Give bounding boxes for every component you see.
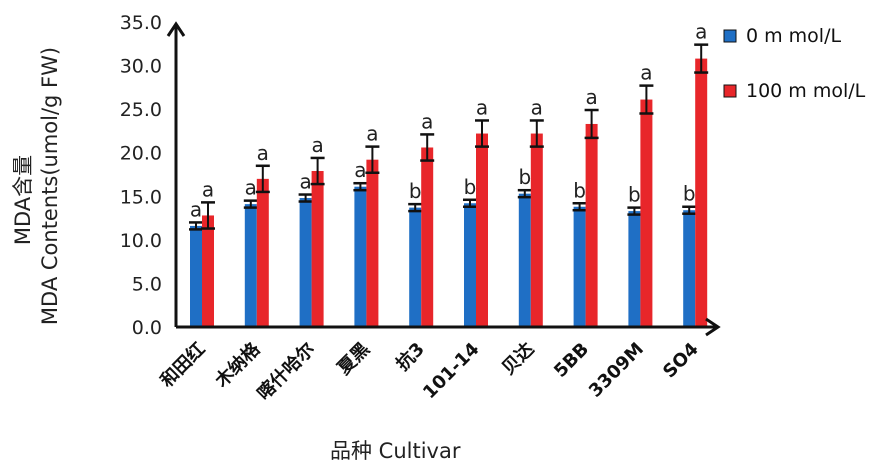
significance-label: a: [299, 170, 311, 194]
x-category-label: 和田红: [156, 338, 210, 392]
significance-label: a: [366, 122, 378, 146]
significance-label: b: [464, 175, 477, 199]
bar-treatment: [585, 123, 598, 327]
significance-label: b: [573, 178, 586, 202]
x-category-label: 101-14: [419, 339, 483, 403]
bar-control: [464, 203, 476, 327]
y-tick-label: 35.0: [120, 12, 162, 34]
x-axis-title: 品种 Cultivar: [330, 439, 461, 463]
x-category-label: SO4: [659, 339, 703, 383]
legend-label: 100 m mol/L: [746, 80, 866, 102]
legend-label: 0 m mol/L: [746, 25, 841, 47]
significance-label: a: [202, 177, 214, 201]
x-axis-arrow: [705, 317, 721, 337]
y-axis-title: MDA含量: [11, 155, 35, 245]
bar-control: [683, 210, 696, 327]
significance-label: b: [409, 179, 422, 203]
bar-treatment: [202, 215, 214, 327]
legend-swatch: [723, 29, 737, 43]
x-category-label: 5BB: [550, 339, 593, 382]
bar-treatment: [421, 147, 434, 327]
bar-treatment: [311, 171, 324, 327]
significance-label: a: [585, 85, 597, 109]
y-axis-arrow: [166, 21, 186, 37]
bar-treatment: [476, 133, 488, 327]
x-category-label: 夏黑: [334, 339, 374, 379]
x-category-label: 3309M: [585, 339, 648, 402]
y-tick-label: 15.0: [120, 186, 162, 208]
bar-control: [354, 186, 367, 327]
bar-control: [518, 193, 531, 327]
significance-label: a: [421, 109, 433, 133]
significance-label: a: [476, 95, 488, 119]
significance-label: b: [518, 165, 531, 189]
bar-control: [299, 198, 312, 327]
x-category-label: 木纳格: [210, 337, 265, 392]
y-tick-label: 30.0: [120, 56, 162, 78]
significance-label: b: [628, 183, 641, 207]
bar-control: [190, 225, 202, 327]
significance-label: a: [531, 95, 543, 119]
bar-treatment: [366, 159, 379, 327]
x-category-label: 喀什哈尔: [253, 338, 319, 404]
bar-treatment: [640, 99, 653, 327]
significance-label: a: [354, 158, 366, 182]
x-category-label: 贝达: [497, 338, 538, 379]
y-tick-label: 10.0: [120, 230, 162, 252]
y-axis-title: MDA Contents(umol/g FW): [38, 47, 62, 325]
bar-treatment: [530, 133, 543, 327]
significance-label: a: [695, 20, 707, 44]
bar-control: [573, 206, 586, 327]
y-tick-label: 5.0: [132, 273, 162, 295]
y-tick-label: 20.0: [120, 143, 162, 165]
x-category-label: 抗3: [392, 338, 429, 375]
bar-treatment: [256, 178, 269, 327]
bar-treatment: [695, 58, 708, 327]
significance-label: a: [245, 176, 257, 200]
y-tick-label: 25.0: [120, 99, 162, 121]
bar-control: [409, 207, 422, 327]
significance-label: b: [683, 182, 696, 206]
y-tick-label: 0.0: [132, 317, 162, 339]
bar-control: [244, 204, 257, 327]
significance-label: a: [257, 141, 269, 165]
bar-control: [628, 211, 641, 327]
significance-label: a: [190, 197, 202, 221]
legend-swatch: [723, 84, 737, 98]
significance-label: a: [640, 61, 652, 85]
significance-label: a: [311, 133, 323, 157]
